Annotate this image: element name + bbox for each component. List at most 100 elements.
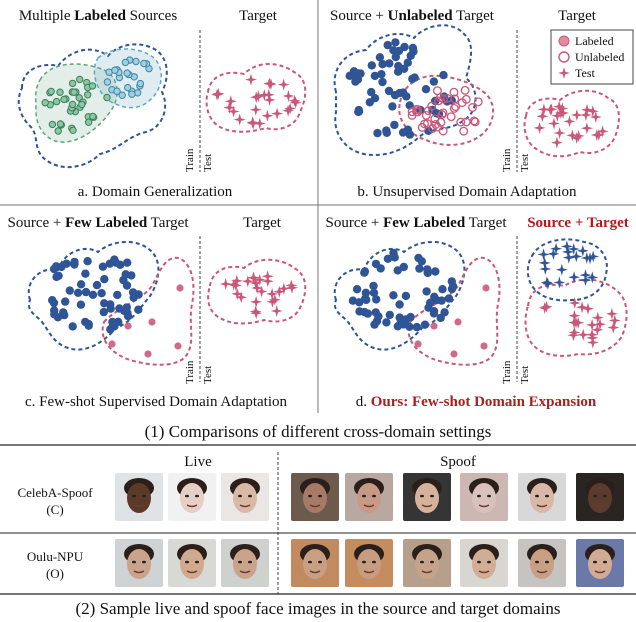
labeled-point (374, 312, 383, 321)
face-shape (588, 483, 612, 513)
labeled-point (393, 266, 402, 275)
labeled-point (429, 307, 439, 316)
labeled-point (354, 105, 363, 115)
test-point (567, 243, 580, 255)
face-shape (415, 549, 439, 579)
panel-d-caption: d. Ours: Few-shot Domain Expansion (356, 394, 597, 410)
labeled-point (351, 77, 360, 86)
spoof-face-image (403, 539, 451, 587)
test-point (249, 103, 262, 116)
eye-shape (477, 560, 481, 564)
spoof-face-image (460, 473, 508, 521)
labeled-point (429, 77, 439, 86)
test-point (563, 115, 576, 128)
labeled-point (132, 57, 140, 66)
face-silhouette (177, 478, 207, 513)
few-labeled-point (414, 340, 422, 348)
panel-b-train-label: Train (501, 148, 513, 172)
mouth-shape (478, 570, 490, 574)
unlabeled-point (457, 98, 467, 108)
labeled-point (410, 73, 419, 82)
eye-shape (372, 494, 376, 498)
labeled-point (88, 82, 97, 90)
panel-a: Multiple Labeled Sources Target Train Te… (17, 8, 307, 200)
labeled-point (401, 291, 411, 301)
labeled-point (406, 51, 415, 60)
labeled-point (98, 262, 108, 271)
live-face-image (221, 539, 269, 587)
eye-shape (318, 560, 322, 564)
panel-a-test-points (211, 73, 302, 130)
labeled-point (414, 253, 423, 263)
test-point (537, 103, 550, 116)
labeled-point (84, 321, 93, 330)
face-shape (472, 549, 496, 579)
labeled-point (128, 288, 138, 297)
panel-a-source-boundary (17, 43, 168, 169)
legend-unlabeled-marker (558, 51, 570, 63)
face-shape (303, 549, 327, 579)
panel-b-title: Source + Unlabeled Target (330, 8, 495, 24)
labeled-point (375, 53, 385, 62)
spoof-face-image (576, 473, 624, 521)
live-face-image (168, 539, 216, 587)
labeled-point (56, 88, 64, 96)
test-point (553, 127, 566, 139)
panel-a-target-boundary (205, 63, 307, 133)
eye-shape (420, 560, 424, 564)
labeled-point (134, 305, 143, 314)
labeled-point (378, 77, 387, 87)
panel-d-target-test-points (538, 297, 621, 349)
labeled-point (54, 271, 63, 280)
test-point (277, 78, 290, 91)
mouth-shape (363, 570, 375, 574)
labeled-point (370, 320, 379, 329)
labeled-point (399, 262, 408, 272)
labeled-point (437, 296, 446, 305)
mouth-shape (421, 570, 433, 574)
labeled-point (49, 298, 59, 308)
test-point (605, 307, 618, 320)
spoof-face-image (345, 473, 393, 521)
eye-shape (362, 560, 366, 564)
labeled-point (122, 281, 132, 290)
labeled-point (84, 118, 93, 126)
face-silhouette (412, 544, 442, 579)
face-silhouette (527, 544, 557, 579)
mouth-shape (536, 504, 548, 508)
labeled-point (372, 295, 381, 304)
mouth-shape (133, 570, 145, 574)
face-silhouette (469, 544, 499, 579)
test-point (555, 263, 568, 276)
unlabeled-point (431, 120, 441, 129)
mouth-shape (421, 504, 433, 508)
labeled-point (390, 120, 399, 130)
unlabeled-point (473, 97, 483, 107)
unlabeled-point (407, 107, 417, 117)
labeled-point (431, 267, 440, 276)
test-point (582, 302, 594, 315)
unlabeled-point (460, 85, 470, 95)
labeled-point (348, 296, 358, 305)
labeled-point (52, 97, 61, 106)
labeled-point (415, 264, 424, 273)
labeled-point (68, 79, 77, 88)
panel-b-test-points (533, 100, 609, 149)
labeled-point (60, 95, 68, 104)
labeled-point (373, 128, 382, 138)
eye-shape (308, 494, 312, 498)
labeled-point (383, 254, 393, 263)
face-shape (588, 549, 612, 579)
few-labeled-point (454, 318, 462, 326)
labeled-point (405, 322, 414, 331)
labeled-point (394, 46, 404, 56)
face-shape (530, 549, 554, 579)
labeled-point (69, 126, 77, 135)
mouth-shape (239, 504, 251, 508)
face-shape (233, 483, 257, 513)
eye-shape (195, 560, 199, 564)
row-oulu-label: Oulu-NPU (27, 549, 84, 564)
panel-a-caption: a. Domain Generalization (78, 184, 233, 200)
unlabeled-point (461, 117, 471, 127)
labeled-point (385, 59, 394, 68)
